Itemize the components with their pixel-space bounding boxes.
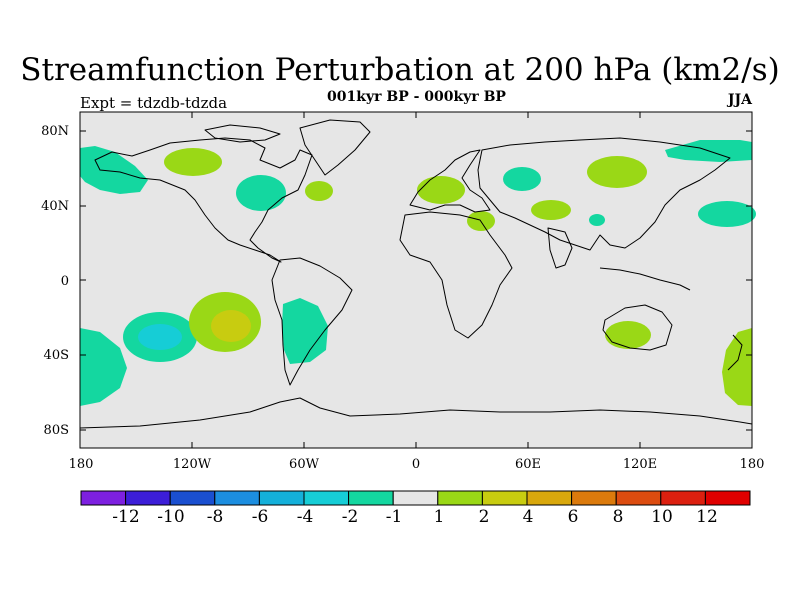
anomaly-pos-south-pacific-core bbox=[211, 310, 251, 342]
colorbar-label: 2 bbox=[478, 507, 490, 527]
anomaly-neg-nw-pacific bbox=[698, 201, 756, 227]
colorbar-label: -10 bbox=[157, 507, 185, 527]
colorbar-box bbox=[481, 490, 528, 506]
coast-south-america bbox=[271, 257, 353, 386]
colorbar-label: 12 bbox=[696, 507, 718, 527]
colorbar-box bbox=[214, 490, 260, 506]
colorbar-box bbox=[348, 490, 394, 506]
coast-asia bbox=[477, 137, 731, 251]
colorbar-label: -4 bbox=[296, 507, 314, 527]
colorbar-box bbox=[392, 490, 439, 506]
colorbar-label: 8 bbox=[612, 507, 624, 527]
axis-ticks bbox=[80, 112, 752, 448]
map-title: Streamfunction Perturbation at 200 hPa (… bbox=[20, 52, 780, 88]
anomaly-pos-south-asia bbox=[531, 200, 571, 220]
colorbar-label: 6 bbox=[567, 507, 579, 527]
anomaly-neg-small-asia bbox=[589, 214, 605, 226]
coast-india bbox=[547, 227, 573, 269]
anomaly-pos-australia bbox=[605, 321, 651, 349]
lat-label-0: 0 bbox=[60, 274, 69, 289]
lon-label-120w: 120W bbox=[172, 457, 212, 472]
colorbar bbox=[80, 490, 751, 506]
colorbar-box bbox=[80, 490, 127, 506]
coastlines bbox=[79, 119, 753, 429]
colorbar-box bbox=[571, 490, 617, 506]
colorbar-label: -6 bbox=[251, 507, 269, 527]
lon-label-180w: 180 bbox=[68, 457, 94, 472]
lat-label-80n: 80N bbox=[41, 124, 69, 139]
colorbar-box bbox=[660, 490, 706, 506]
colorbar-label: -8 bbox=[206, 507, 224, 527]
lat-label-40n: 40N bbox=[41, 199, 69, 214]
colorbar-label: 1 bbox=[433, 507, 445, 527]
coast-greenland bbox=[299, 119, 371, 176]
colorbar-box bbox=[258, 490, 305, 506]
colorbar-label: -1 bbox=[385, 507, 403, 527]
colorbar-label: 4 bbox=[522, 507, 534, 527]
colorbar-label: -12 bbox=[112, 507, 140, 527]
anomaly-fields bbox=[80, 140, 756, 406]
anomaly-neg-south-pacific-core bbox=[138, 324, 182, 350]
coast-arctic-islands bbox=[204, 124, 281, 143]
lon-label-60e: 60E bbox=[514, 457, 542, 472]
anomaly-neg-sw-pacific-edge bbox=[80, 328, 127, 406]
anomaly-pos-north-atlantic bbox=[305, 181, 333, 201]
lon-label-120e: 120E bbox=[622, 457, 658, 472]
lat-label-40s: 40S bbox=[43, 348, 69, 363]
anomaly-neg-north-america bbox=[236, 175, 286, 211]
anomaly-pos-europe bbox=[417, 176, 465, 204]
colorbar-box bbox=[704, 490, 751, 506]
colorbar-box bbox=[437, 490, 483, 506]
colorbar-box bbox=[125, 490, 171, 506]
colorbar-box bbox=[169, 490, 216, 506]
anomaly-pos-siberia bbox=[587, 156, 647, 188]
coast-australia bbox=[602, 304, 673, 351]
colorbar-box bbox=[526, 490, 573, 506]
lon-label-0: 0 bbox=[411, 457, 421, 472]
anomaly-pos-new-zealand bbox=[722, 328, 752, 406]
anomaly-neg-central-asia bbox=[503, 167, 541, 191]
lon-label-180e: 180 bbox=[739, 457, 765, 472]
lat-label-80s: 80S bbox=[43, 423, 69, 438]
colorbar-label: 10 bbox=[651, 507, 673, 527]
season-label: JJA bbox=[727, 92, 752, 108]
coast-antarctica bbox=[79, 397, 753, 429]
coast-indonesia bbox=[599, 267, 691, 291]
experiment-label: Expt = tdzdb-tdzda bbox=[80, 94, 228, 112]
coast-europe bbox=[409, 149, 491, 213]
colorbar-box bbox=[303, 490, 350, 506]
anomaly-neg-north-pacific bbox=[80, 146, 148, 194]
coast-africa bbox=[399, 211, 513, 339]
colorbar-label: -2 bbox=[341, 507, 359, 527]
lon-label-60w: 60W bbox=[289, 457, 319, 472]
anomaly-neg-south-america bbox=[282, 298, 328, 364]
anomaly-pos-canada bbox=[164, 148, 222, 176]
map-subtitle: 001kyr BP - 000kyr BP bbox=[327, 89, 506, 105]
coast-new-zealand bbox=[727, 334, 743, 371]
colorbar-box bbox=[615, 490, 662, 506]
coast-north-america bbox=[94, 137, 313, 263]
